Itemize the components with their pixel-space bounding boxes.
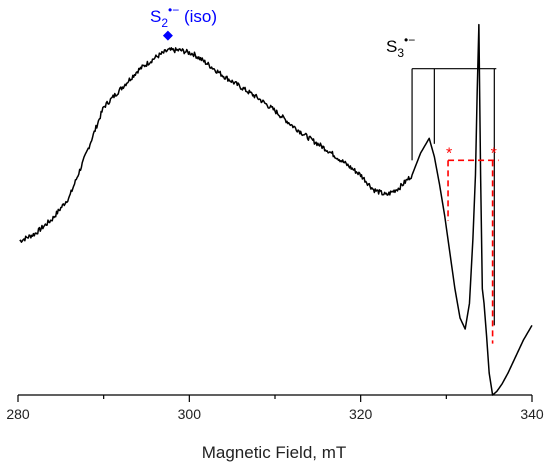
- s2-label: S2•− (iso): [150, 3, 217, 30]
- s2-label-suffix: (iso): [179, 7, 217, 26]
- x-axis-title: Magnetic Field, mT: [202, 443, 347, 462]
- x-tick-label: 300: [178, 406, 202, 422]
- s3-label-sup: •−: [404, 33, 415, 47]
- x-tick-label: 320: [349, 406, 373, 422]
- s3-label: S3•−: [386, 33, 415, 60]
- s2-label-sub: 2: [161, 16, 168, 30]
- s2-diamond-marker: [162, 30, 173, 41]
- s2-label-base: S: [150, 7, 161, 26]
- s2-label-sup: •−: [168, 3, 179, 17]
- x-tick-label: 280: [6, 406, 30, 422]
- spectrum-line-0: [19, 23, 533, 396]
- x-tick-label: 340: [520, 406, 544, 422]
- red-asterisk-marker: *: [491, 145, 497, 162]
- s3-label-sub: 3: [397, 46, 404, 60]
- x-axis: 280 300 320 340: [6, 394, 544, 422]
- red-asterisk-marker: *: [446, 145, 452, 162]
- s3-label-base: S: [386, 37, 397, 56]
- plot-area: * *: [19, 23, 533, 396]
